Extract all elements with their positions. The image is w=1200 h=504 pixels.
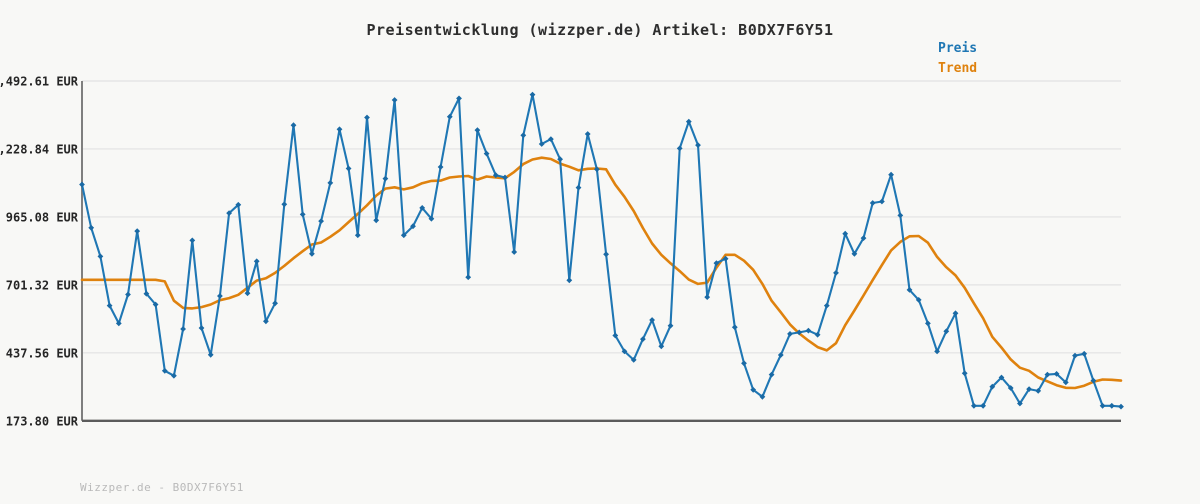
y-tick-label: 437.56 EUR [6,346,79,360]
y-tick-label: 1,228.84 EUR [0,142,79,156]
y-tick-label: 1,492.61 EUR [0,75,79,89]
chart-title: Preisentwicklung (wizzper.de) Artikel: B… [366,21,834,39]
legend: Preis Trend [938,39,977,79]
y-tick-label: 173.80 EUR [6,414,79,428]
y-tick-label: 965.08 EUR [6,210,79,224]
legend-item-trend: Trend [938,61,978,76]
trend-series-line [80,156,1123,390]
price-point-markers [79,91,1124,410]
legend-item-preis: Preis [938,41,978,56]
watermark: Wizzper.de - B0DX7F6Y51 [80,481,244,494]
y-axis-tick-labels: 1,492.61 EUR 1,228.84 EUR 965.08 EUR 701.32… [0,75,79,429]
trend-line [80,156,1123,390]
price-series-line [79,91,1124,410]
y-tick-label: 701.32 EUR [6,278,79,292]
price-line [80,93,1122,408]
axes [81,81,1121,422]
